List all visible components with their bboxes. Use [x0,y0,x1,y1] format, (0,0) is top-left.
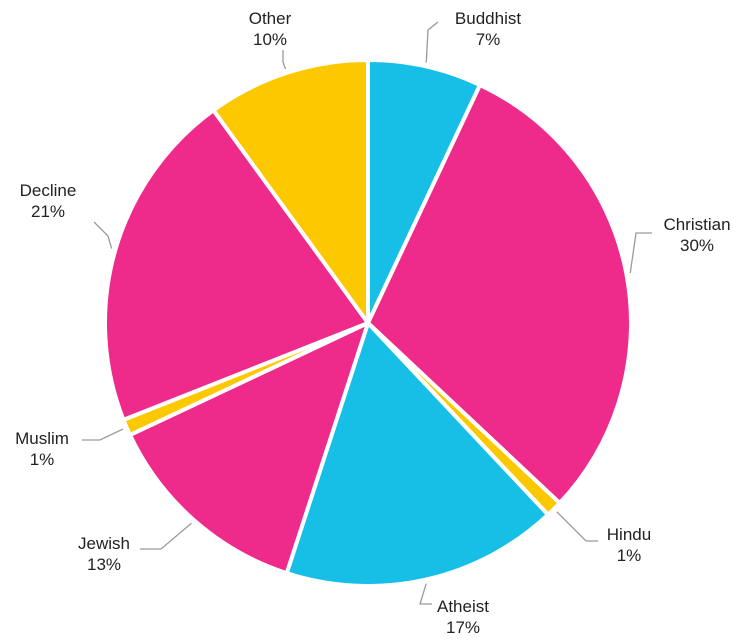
slice-label-atheist: Atheist 17% [437,597,489,637]
slice-percent: 7% [476,30,501,49]
leader-line-christian [629,232,652,274]
leader-line-buddhist [425,21,439,63]
slice-label-buddhist: Buddhist 7% [455,9,521,49]
leader-line-muslim [82,428,124,441]
pie-slice-jewish [128,321,370,576]
slice-name: Buddhist [455,9,521,28]
slice-name: Muslim [15,429,69,448]
slice-percent: 13% [87,555,121,574]
pie-slice-buddhist [366,58,482,325]
slice-labels: Buddhist 7% Christian 30% Hindu 1% Atheist 17% J… [15,9,730,637]
leader-line-other [282,50,287,70]
slice-label-other: Other 10% [249,9,292,49]
slice-percent: 21% [31,202,65,221]
slice-percent: 1% [617,546,642,565]
leader-line-jewish [140,522,192,550]
pie-slice-christian [366,83,633,506]
leader-lines [82,21,652,605]
pie-slice-other [211,58,370,325]
slice-percent: 10% [253,30,287,49]
slice-percent: 17% [446,618,480,637]
pie-slice-decline [103,108,370,422]
slice-label-christian: Christian 30% [663,215,730,255]
leader-line-atheist [419,583,432,605]
slice-name: Christian [663,215,730,234]
pie-slices [103,58,633,588]
leader-line-decline [93,221,113,249]
slice-name: Jewish [78,534,130,553]
slice-label-decline: Decline 21% [20,181,77,221]
slice-label-jewish: Jewish 13% [78,534,130,574]
slice-percent: 30% [680,236,714,255]
slice-percent: 1% [30,450,55,469]
slice-name: Hindu [607,525,651,544]
slice-name: Atheist [437,597,489,616]
slice-name: Decline [20,181,77,200]
slice-label-muslim: Muslim 1% [15,429,69,469]
slice-label-hindu: Hindu 1% [607,525,651,565]
pie-slice-atheist [284,321,551,588]
slice-name: Other [249,9,292,28]
leader-line-hindu [556,511,598,542]
